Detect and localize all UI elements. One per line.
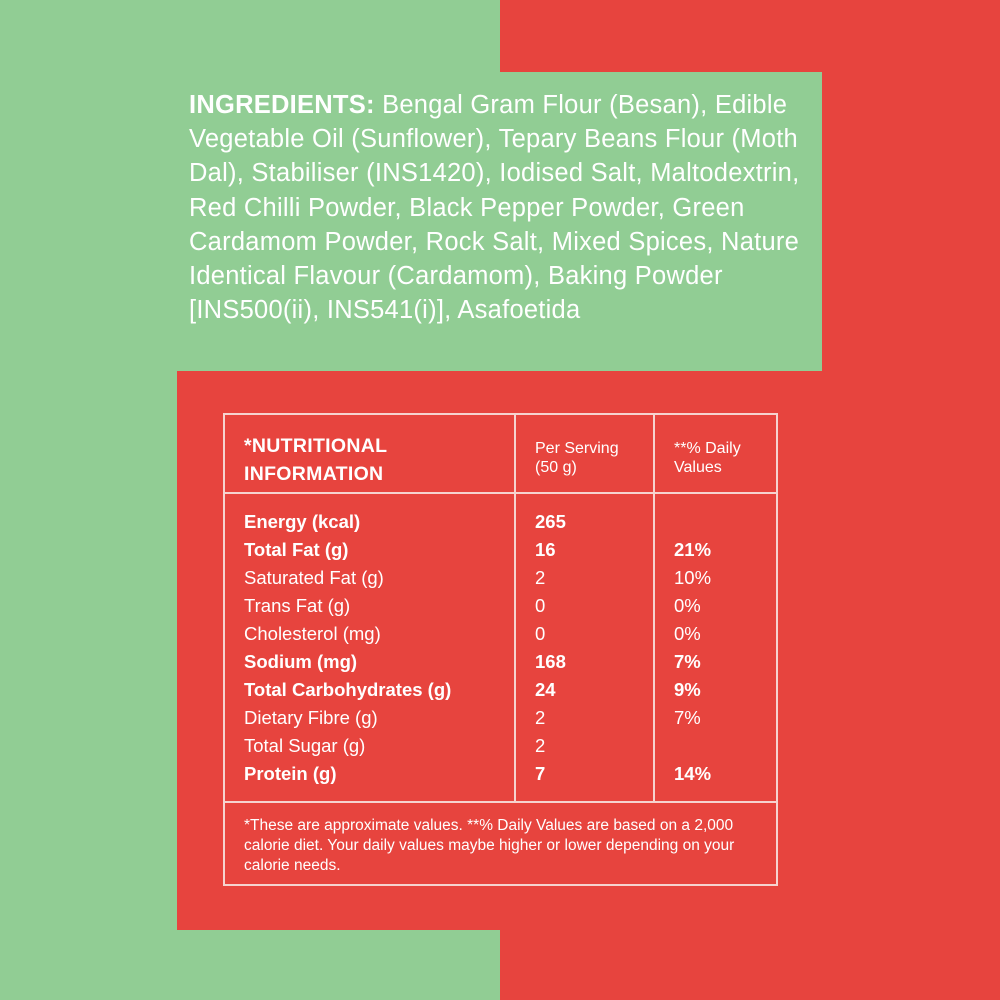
nutrient-per-serving: 168 (535, 651, 566, 672)
nutrition-footnote: *These are approximate values. **% Daily… (244, 817, 735, 874)
per-serving-header: Per Serving (50 g) (535, 439, 655, 477)
nutrient-row-total-sugar: Total Sugar (g) 2 (225, 732, 776, 760)
nutrient-row-total-carbohydrates: Total Carbohydrates (g) 24 9% (225, 676, 776, 704)
nutrient-per-serving: 24 (535, 679, 556, 700)
nutrient-name: Saturated Fat (g) (244, 567, 384, 588)
per-serving-header-line1: Per Serving (535, 440, 619, 457)
nutrient-name: Total Sugar (g) (244, 735, 366, 756)
per-serving-header-line2: (50 g) (535, 459, 577, 476)
nutrient-name: Energy (kcal) (244, 511, 361, 532)
nutrient-daily-value: 7% (674, 707, 701, 728)
nutrient-per-serving: 0 (535, 623, 546, 644)
nutrient-per-serving: 2 (535, 707, 546, 728)
nutrient-name: Sodium (mg) (244, 651, 358, 672)
nutrient-name: Total Carbohydrates (g) (244, 679, 452, 700)
nutrient-daily-value: 0% (674, 623, 701, 644)
nutrient-row-cholesterol: Cholesterol (mg) 0 0% (225, 620, 776, 648)
footnote-divider (225, 801, 776, 803)
ingredients-text: INGREDIENTS: Bengal Gram Flour (Besan), … (189, 88, 812, 327)
nutrient-name: Protein (g) (244, 763, 337, 784)
nutrient-name: Dietary Fibre (g) (244, 707, 378, 728)
nutrition-title-line2: INFORMATION (244, 463, 384, 485)
nutrition-title-line1: *NUTRITIONAL (244, 435, 388, 457)
nutrient-row-energy: Energy (kcal) 265 (225, 508, 776, 536)
nutrient-name: Cholesterol (mg) (244, 623, 381, 644)
nutrient-name: Trans Fat (g) (244, 595, 351, 616)
daily-values-header: **% Daily Values (674, 439, 794, 477)
nutrition-table: *NUTRITIONAL INFORMATION Per Serving (50… (223, 413, 778, 886)
nutrient-daily-value: 7% (674, 651, 701, 672)
nutrient-daily-value: 21% (674, 539, 712, 560)
nutrient-name: Total Fat (g) (244, 539, 349, 560)
header-divider (225, 492, 776, 494)
nutrient-row-protein: Protein (g) 7 14% (225, 760, 776, 788)
nutrient-row-dietary-fibre: Dietary Fibre (g) 2 7% (225, 704, 776, 732)
nutrient-per-serving: 2 (535, 567, 546, 588)
column-divider-1 (514, 415, 516, 801)
nutrient-daily-value: 14% (674, 763, 712, 784)
nutrient-per-serving: 2 (535, 735, 546, 756)
ingredients-list: Bengal Gram Flour (Besan), Edible Vegeta… (189, 91, 800, 325)
nutrient-daily-value: 0% (674, 595, 701, 616)
nutrient-daily-value: 9% (674, 679, 701, 700)
ingredients-panel: INGREDIENTS: Bengal Gram Flour (Besan), … (177, 72, 822, 371)
nutrient-row-saturated-fat: Saturated Fat (g) 2 10% (225, 564, 776, 592)
nutrition-panel (177, 370, 822, 930)
nutrient-per-serving: 7 (535, 763, 546, 784)
nutrition-title: *NUTRITIONAL INFORMATION (244, 432, 504, 488)
column-divider-2 (653, 415, 655, 801)
nutrient-daily-value: 10% (674, 567, 712, 588)
nutrient-row-total-fat: Total Fat (g) 16 21% (225, 536, 776, 564)
nutrient-row-sodium: Sodium (mg) 168 7% (225, 648, 776, 676)
ingredients-label: INGREDIENTS: (189, 91, 375, 119)
nutrient-per-serving: 265 (535, 511, 566, 532)
daily-values-header-line1: **% Daily (674, 440, 741, 457)
nutrient-per-serving: 0 (535, 595, 546, 616)
daily-values-header-line2: Values (674, 459, 722, 476)
nutrient-row-trans-fat: Trans Fat (g) 0 0% (225, 592, 776, 620)
nutrient-per-serving: 16 (535, 539, 556, 560)
